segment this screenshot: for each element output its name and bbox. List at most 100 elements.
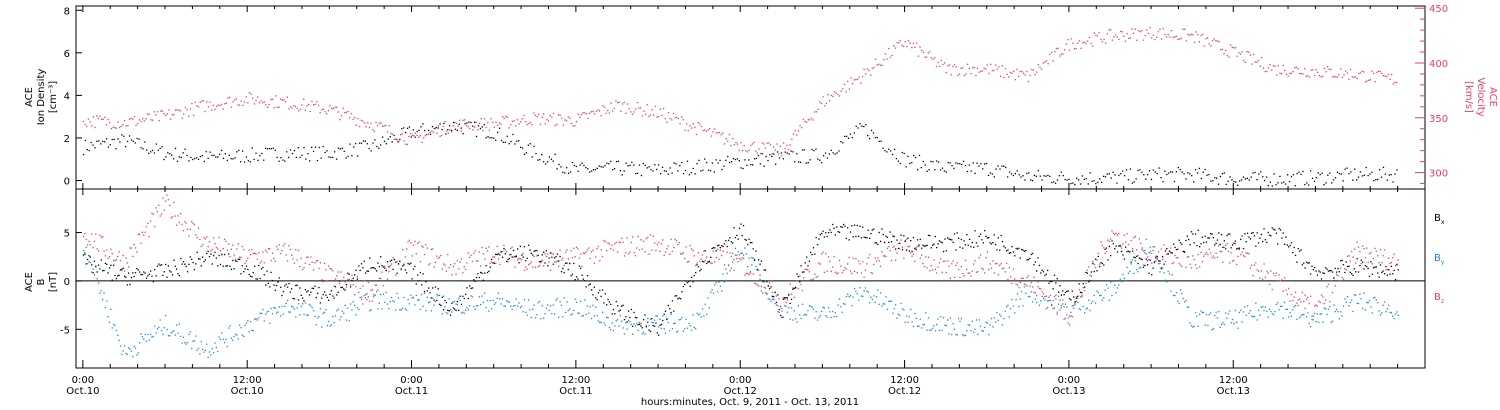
data-point [704,259,706,262]
data-point [1177,166,1179,169]
data-point [1370,251,1372,254]
data-point [386,303,389,305]
data-point [592,110,594,113]
data-point [809,159,811,161]
data-point [644,251,646,253]
data-point [393,138,395,140]
data-point [1349,260,1351,262]
data-point [768,282,771,284]
data-point [926,267,928,269]
data-point [344,289,346,291]
data-point [1374,247,1376,250]
data-point [1269,181,1271,183]
data-point [102,118,104,120]
data-point [588,312,590,314]
data-point [1189,322,1191,324]
data-point [1259,237,1261,239]
data-point [1023,286,1026,288]
data-point [1063,318,1065,320]
data-point [738,160,740,162]
data-point [922,51,924,53]
data-point [506,135,508,137]
data-point [1388,257,1390,259]
data-point [1381,271,1383,274]
data-point [241,265,244,267]
data-point [534,266,537,268]
data-point [396,292,398,295]
data-point [912,253,915,255]
data-point [1056,311,1058,313]
data-point [326,150,328,152]
data-point [805,256,808,258]
data-point [355,124,357,126]
data-point [985,68,987,70]
data-point [640,174,643,177]
data-point [96,271,98,273]
data-point [1194,233,1197,235]
data-point [644,113,647,115]
data-point [282,159,284,161]
data-point [924,56,926,58]
data-point [1155,257,1157,259]
data-point [751,242,753,244]
data-point [527,244,530,246]
x-tick-time: 12:00 [1219,375,1248,386]
data-point [716,248,719,250]
data-point [730,255,732,258]
data-point [1186,235,1188,237]
data-point [497,258,500,260]
data-point [684,257,686,260]
data-point [348,320,350,322]
data-point [945,171,947,173]
data-point [996,249,998,251]
data-point [840,306,842,308]
data-point [1077,301,1079,304]
data-point [1108,299,1110,301]
data-point [220,103,223,106]
data-point [678,297,680,299]
data-point [82,250,85,252]
data-point [1354,76,1357,78]
data-point [908,250,910,252]
data-point [778,153,780,155]
data-point [534,317,537,319]
data-point [556,253,559,255]
data-point [815,111,818,113]
data-point [386,278,389,280]
data-point [1188,238,1190,241]
data-point [867,229,869,231]
data-point [395,261,397,263]
data-point [95,115,98,117]
data-point [396,272,398,274]
data-point [450,129,453,132]
data-point [430,248,433,251]
data-point [119,141,121,143]
data-point [1307,312,1309,314]
data-point [1088,36,1090,39]
data-point [842,303,845,305]
data-point [1360,262,1362,265]
data-point [734,236,737,239]
data-point [643,110,645,112]
data-point [840,90,842,92]
data-point [118,339,120,342]
data-point [975,242,978,244]
data-point [1234,242,1236,245]
data-point [896,239,898,241]
data-point [451,274,453,276]
data-point [756,269,758,271]
data-point [1134,28,1136,30]
data-point [1175,171,1178,173]
data-point [838,231,841,233]
data-point [126,353,128,356]
data-point [126,140,129,143]
data-point [620,110,622,112]
data-point [362,140,365,142]
data-point [934,56,936,59]
data-point [790,307,793,309]
data-point [86,258,89,261]
data-point [948,333,950,335]
data-point [1346,296,1349,298]
data-point [211,154,213,157]
data-point [275,284,278,287]
